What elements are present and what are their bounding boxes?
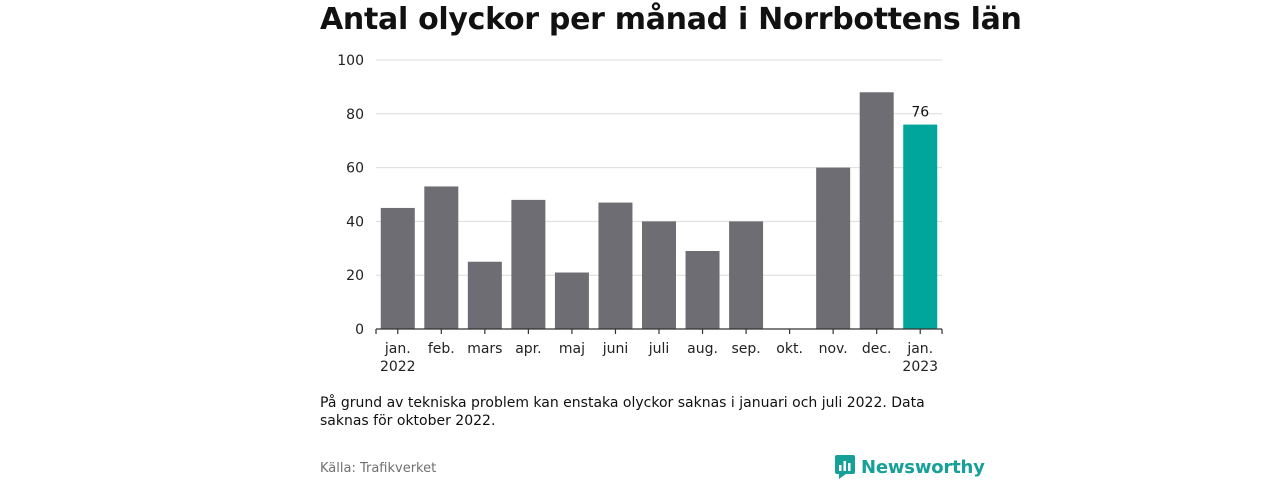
x-tick-label: mars bbox=[467, 341, 502, 357]
x-tick-label: 2022 bbox=[380, 359, 416, 375]
x-tick-label: dec. bbox=[862, 341, 892, 357]
axes bbox=[375, 328, 943, 334]
x-tick-label: 2023 bbox=[902, 359, 938, 375]
bar bbox=[424, 186, 459, 329]
source-text: Källa: Trafikverket bbox=[320, 461, 437, 476]
bar bbox=[598, 202, 633, 329]
data-label: 76 bbox=[911, 105, 929, 121]
x-tick-label: juli bbox=[648, 341, 670, 357]
bar bbox=[816, 167, 851, 329]
x-tick-label: aug. bbox=[687, 341, 718, 357]
y-tick-label: 0 bbox=[355, 322, 364, 338]
y-tick-label: 20 bbox=[346, 268, 364, 284]
y-tick-label: 100 bbox=[337, 53, 364, 69]
bar bbox=[903, 124, 938, 329]
brand-logo[interactable]: Newsworthy bbox=[835, 455, 985, 479]
bar bbox=[859, 92, 894, 329]
y-tick-label: 80 bbox=[346, 107, 364, 123]
y-tick-label: 60 bbox=[346, 161, 364, 177]
x-tick-label: maj bbox=[559, 341, 585, 357]
y-tick-label: 40 bbox=[346, 214, 364, 230]
x-tick-label: okt. bbox=[776, 341, 803, 357]
x-tick-label: jan. bbox=[906, 341, 933, 357]
x-tick-label: feb. bbox=[428, 341, 455, 357]
bar bbox=[380, 207, 415, 329]
chart-note: På grund av tekniska problem kan enstaka… bbox=[320, 395, 925, 429]
labels: 0 20 40 60 80 100 jan. 2022 feb. mars apr. maj juni j… bbox=[337, 53, 938, 375]
newsworthy-logo-icon bbox=[835, 455, 855, 479]
x-tick-label: nov. bbox=[819, 341, 848, 357]
x-tick-label: jan. bbox=[384, 341, 411, 357]
x-tick-label: juni bbox=[602, 341, 629, 357]
x-tick-label: sep. bbox=[731, 341, 760, 357]
bar bbox=[511, 199, 546, 329]
bar bbox=[642, 221, 676, 329]
bar bbox=[554, 272, 589, 329]
bar bbox=[685, 250, 720, 329]
brand-name: Newsworthy bbox=[861, 456, 985, 478]
bar bbox=[729, 221, 764, 329]
bar-chart: 0 20 40 60 80 100 jan. 2022 feb. mars apr. maj juni j… bbox=[337, 53, 943, 375]
x-tick-label: apr. bbox=[515, 341, 541, 357]
bar bbox=[467, 261, 502, 329]
bars bbox=[380, 92, 938, 329]
chart-title: Antal olyckor per månad i Norrbottens lä… bbox=[320, 2, 1022, 37]
